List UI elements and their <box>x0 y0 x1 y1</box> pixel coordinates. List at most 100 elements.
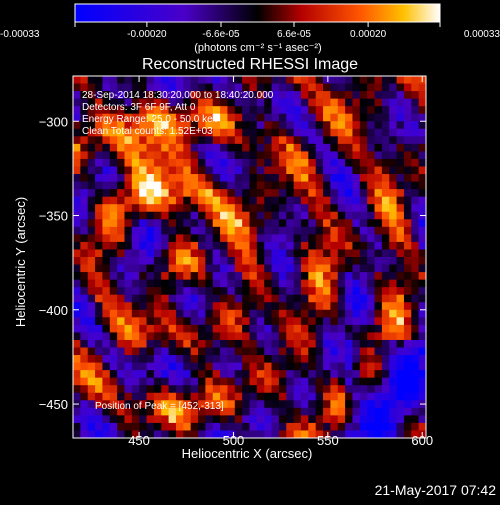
heatmap-cell <box>352 400 361 409</box>
heatmap-cell <box>293 166 302 175</box>
heatmap-cell <box>190 347 199 356</box>
annotation-time: 28-Sep-2014 18:30:20.000 to 18:40:20.000 <box>82 90 274 101</box>
heatmap-cell <box>220 196 228 205</box>
heatmap-cell <box>308 324 317 333</box>
heatmap-cell <box>256 324 265 333</box>
heatmap-cell <box>300 234 309 243</box>
heatmap-cell <box>190 76 199 84</box>
annotation-block: 28-Sep-2014 18:30:20.000 to 18:40:20.000… <box>82 90 274 137</box>
heatmap-cell <box>131 151 140 160</box>
heatmap-cell <box>359 355 368 363</box>
heatmap-cell <box>242 121 250 130</box>
heatmap-cell <box>367 174 375 182</box>
heatmap-cell <box>131 257 140 265</box>
heatmap-cell <box>403 302 412 311</box>
heatmap-cell <box>87 347 96 356</box>
heatmap-cell <box>168 158 177 167</box>
heatmap-cell <box>190 294 199 303</box>
heatmap-cell <box>131 234 140 243</box>
heatmap-cell <box>359 279 368 288</box>
heatmap-cell <box>220 377 228 386</box>
heatmap-cell <box>396 226 405 235</box>
heatmap-cell <box>95 272 103 281</box>
heatmap-cell <box>146 279 155 288</box>
heatmap-cell <box>300 91 309 100</box>
heatmap-cell <box>175 355 184 363</box>
heatmap-cell <box>153 249 162 258</box>
heatmap-cell <box>102 249 111 258</box>
heatmap-cell <box>161 211 169 220</box>
heatmap-cell <box>345 272 353 281</box>
heatmap-cell <box>234 241 243 250</box>
heatmap-cell <box>352 377 361 386</box>
heatmap-cell <box>396 362 405 371</box>
heatmap-cell <box>249 264 258 273</box>
heatmap-cell <box>220 151 228 160</box>
heatmap-cell <box>146 294 155 303</box>
heatmap-cell <box>403 249 412 258</box>
heatmap-cell <box>249 309 258 318</box>
heatmap-cell <box>190 355 199 363</box>
heatmap-cell <box>352 98 361 107</box>
heatmap-cell <box>198 422 206 431</box>
heatmap-cell <box>264 347 272 356</box>
heatmap-cell <box>337 302 346 311</box>
heatmap-cell <box>315 370 324 379</box>
heatmap-cell <box>220 385 228 394</box>
heatmap-cell <box>381 400 390 409</box>
heatmap-cell <box>330 211 339 220</box>
heatmap-cell <box>337 219 346 228</box>
heatmap-cell <box>249 226 258 235</box>
heatmap-cell <box>198 332 206 341</box>
heatmap-cell <box>293 143 302 152</box>
heatmap-cell <box>286 226 295 235</box>
heatmap-cell <box>153 385 162 394</box>
heatmap-cell <box>80 272 89 281</box>
heatmap-cell <box>330 355 339 363</box>
heatmap-cell <box>220 355 228 363</box>
heatmap-cell <box>249 83 258 92</box>
heatmap-cell <box>330 121 339 130</box>
heatmap-cell <box>80 392 89 401</box>
heatmap-cell <box>87 392 96 401</box>
heatmap-cell <box>271 400 280 409</box>
heatmap-cell <box>403 98 412 107</box>
heatmap-cell <box>139 196 147 205</box>
heatmap-cell <box>367 264 375 273</box>
heatmap-cell <box>131 241 140 250</box>
heatmap-cell <box>345 121 353 130</box>
heatmap-cell <box>403 113 412 122</box>
heatmap-cell <box>330 407 339 416</box>
heatmap-cell <box>234 166 243 175</box>
heatmap-cell <box>80 136 89 145</box>
heatmap-cell <box>323 106 331 115</box>
heatmap-cell <box>102 355 111 363</box>
heatmap-cell <box>286 362 295 371</box>
heatmap-cell <box>359 121 368 130</box>
heatmap-cell <box>249 407 258 416</box>
heatmap-cell <box>198 347 206 356</box>
heatmap-cell <box>411 324 420 333</box>
heatmap-cell <box>374 272 383 281</box>
heatmap-cell <box>308 339 317 348</box>
heatmap-cell <box>87 136 96 145</box>
heatmap-cell <box>190 370 199 379</box>
heatmap-cell <box>411 339 420 348</box>
heatmap-cell <box>234 219 243 228</box>
heatmap-cell <box>73 241 81 250</box>
heatmap-cell <box>286 347 295 356</box>
heatmap-cell <box>227 98 236 107</box>
heatmap-cell <box>256 370 265 379</box>
heatmap-cell <box>131 158 140 167</box>
heatmap-cell <box>374 211 383 220</box>
heatmap-cell <box>161 257 169 265</box>
heatmap-cell <box>220 339 228 348</box>
heatmap-cell <box>330 272 339 281</box>
heatmap-cell <box>153 430 162 438</box>
heatmap-cell <box>374 324 383 333</box>
heatmap-cell <box>403 189 412 198</box>
heatmap-cell <box>359 98 368 107</box>
heatmap-cell <box>131 392 140 401</box>
heatmap-cell <box>396 166 405 175</box>
heatmap-cell <box>389 400 397 409</box>
